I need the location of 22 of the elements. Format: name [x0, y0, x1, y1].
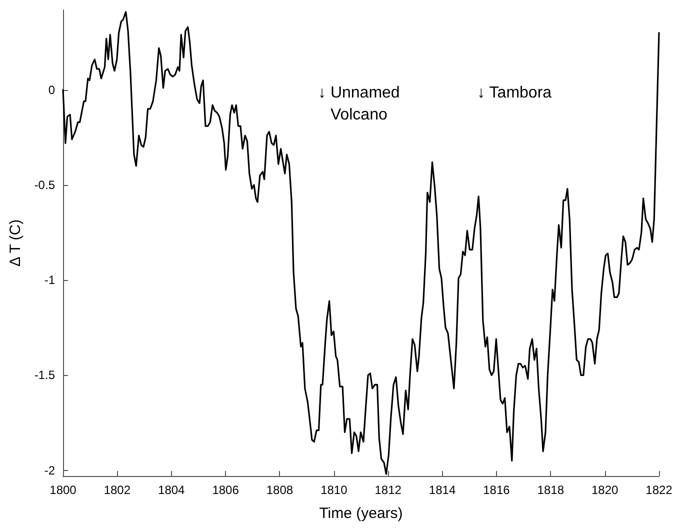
y-tick-label: 0	[48, 82, 56, 97]
x-tick-label: 1800	[50, 483, 77, 497]
x-tick-label: 1810	[320, 483, 348, 497]
y-tick-label: -2	[44, 463, 56, 478]
y-tick-label: -1.5	[34, 368, 56, 382]
y-axis-title: Δ T (C)	[7, 219, 24, 267]
x-tick-label: 1820	[591, 483, 618, 497]
line-series	[62, 11, 660, 475]
annotation: ↓ Unnamed Volcano	[318, 84, 400, 124]
x-tick-label: 1816	[483, 483, 510, 497]
x-tick-label: 1808	[266, 483, 294, 497]
y-tick-label: -0.5	[34, 178, 56, 192]
x-tick-label: 1804	[158, 483, 186, 497]
y-tick-label: -1	[44, 273, 56, 288]
x-tick-label: 1818	[537, 483, 564, 497]
x-tick-label: 1806	[212, 483, 240, 497]
x-tick-label: 1814	[428, 483, 456, 497]
annotation: ↓ Tambora	[477, 84, 552, 102]
x-tick-label: 1802	[104, 483, 131, 497]
x-axis-title: Time (years)	[319, 505, 403, 522]
x-tick-label: 1812	[374, 483, 402, 497]
x-tick-label: 1822	[646, 483, 673, 497]
